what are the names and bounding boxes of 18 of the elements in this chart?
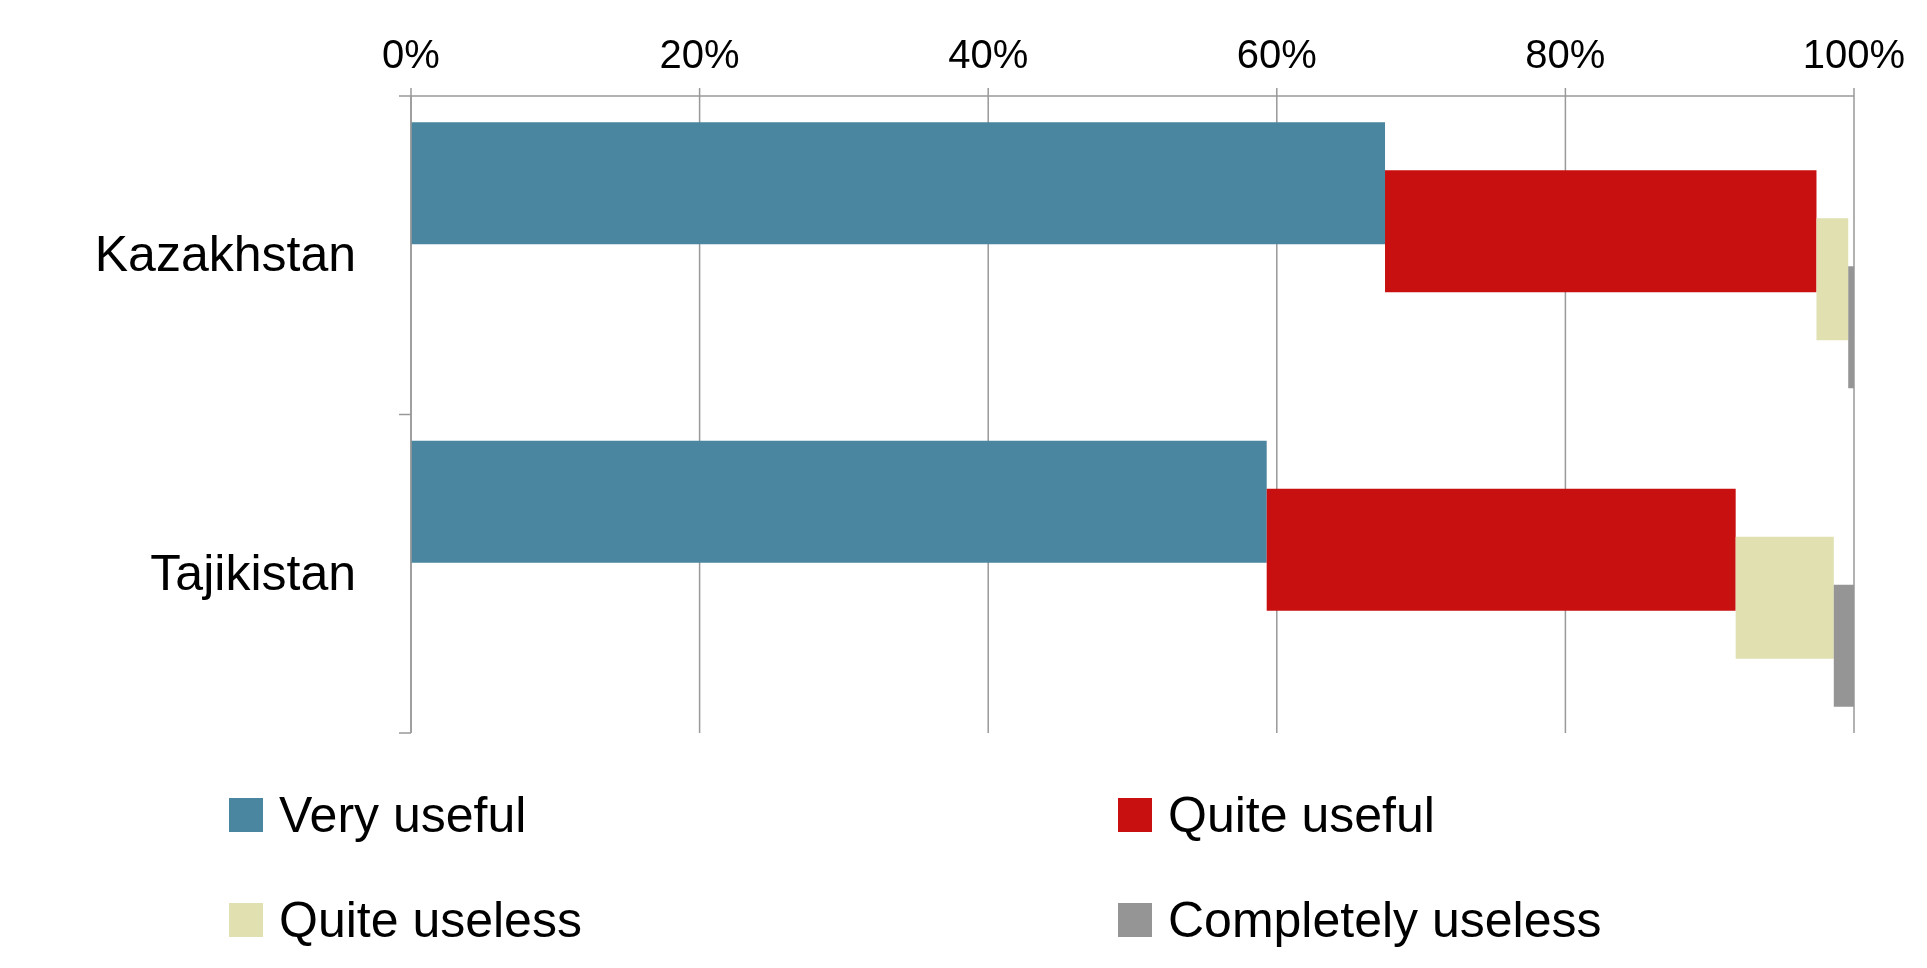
bar — [1816, 218, 1849, 341]
x-tick-label: 40% — [948, 32, 1029, 76]
x-tick-label: 100% — [1802, 32, 1906, 76]
legend-label: Quite useless — [279, 892, 582, 948]
legend-label: Quite useful — [1168, 787, 1435, 843]
x-tick-label: 0% — [382, 32, 440, 76]
bar — [1385, 170, 1817, 293]
y-tick-label: Tajikistan — [150, 544, 356, 601]
bar — [1266, 488, 1736, 611]
x-tick-label: 20% — [659, 32, 740, 76]
bar — [411, 440, 1267, 563]
x-tick-label: 80% — [1525, 32, 1606, 76]
y-tick-label: Kazakhstan — [94, 226, 356, 283]
x-tick-label: 60% — [1236, 32, 1317, 76]
legend-label: Completely useless — [1168, 892, 1602, 948]
legend-label: Very useful — [279, 787, 527, 843]
bar — [411, 122, 1386, 245]
bar — [1735, 536, 1834, 659]
